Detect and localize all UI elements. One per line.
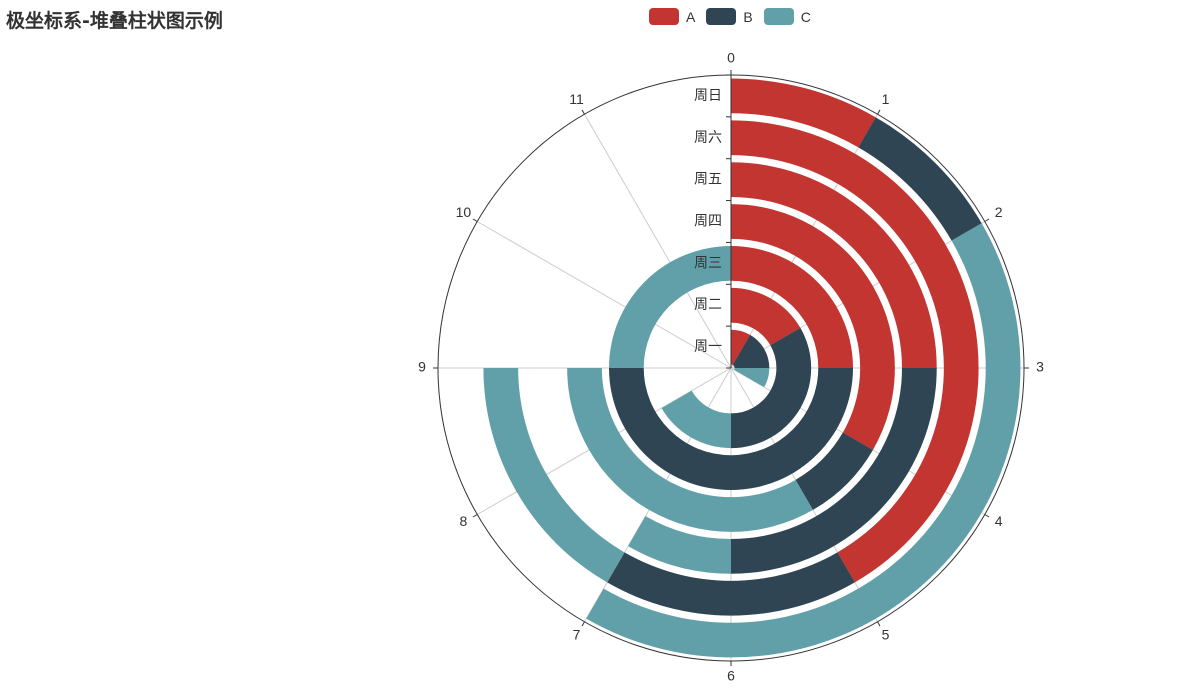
bar-b-3 [795,432,873,510]
legend-item-a[interactable]: A [649,8,695,25]
angle-tick-label: 10 [456,204,472,220]
angle-split-line [584,114,732,369]
bar-b-0 [732,334,770,368]
legend-swatch-c [763,8,794,25]
chart-title: 极坐标系-堆叠柱状图示例 [6,10,223,32]
bar-c-2 [608,245,731,368]
angle-tick [984,514,990,518]
angle-tick [581,621,585,627]
bar-b-5 [607,552,855,616]
radius-category-label: 周二 [694,297,722,313]
angle-tick-label: 8 [460,513,468,529]
angle-tick-label: 7 [573,626,581,642]
bar-a-5 [731,120,979,583]
bar-c-1 [661,390,731,449]
bar-c-6 [586,223,1021,658]
angle-tick [472,218,478,222]
angle-tick [472,514,478,518]
legend-swatch-b [706,8,737,25]
bar-b-6 [858,117,982,241]
legend: A B C [649,8,822,25]
angle-tick-label: 3 [1036,359,1044,375]
bar-c-3 [567,368,813,532]
angle-tick-label: 6 [727,668,735,684]
angle-tick-label: 11 [569,91,584,107]
radius-category-label: 周日 [694,88,722,104]
legend-swatch-a [649,8,679,25]
angle-tick [581,109,585,115]
radius-category-label: 周一 [694,339,722,355]
bar-a-6 [731,78,876,148]
angle-tick-label: 5 [882,626,890,642]
angle-tick-label: 1 [882,91,890,107]
angle-tick-label: 9 [418,359,426,375]
bar-b-1 [731,327,812,449]
legend-label-a: A [686,8,696,25]
bar-a-0 [731,329,751,365]
radius-category-label: 周四 [694,214,722,230]
legend-item-b[interactable]: B [706,8,753,25]
radius-category-label: 周三 [694,255,722,271]
radius-category-label: 周五 [694,172,722,188]
angle-tick [984,218,990,222]
bar-a-4 [731,162,937,368]
bar-a-1 [731,287,801,346]
bar-b-4 [731,368,937,574]
bar-c-5 [483,368,625,583]
bar-c-4 [628,516,731,574]
angle-tick-label: 0 [727,50,735,66]
angle-tick-label: 4 [995,513,1003,529]
angle-tick [877,109,881,115]
bar-a-3 [731,204,895,450]
bar-c-0 [734,368,770,388]
bar-a-2 [731,245,854,368]
legend-item-c[interactable]: C [763,8,811,25]
angle-tick-label: 2 [995,204,1003,220]
legend-label-b: B [743,8,753,25]
angle-tick [877,621,881,627]
bar-b-2 [608,368,854,491]
legend-label-c: C [800,8,811,25]
angle-split-line [477,221,732,369]
radius-category-label: 周六 [694,130,722,146]
